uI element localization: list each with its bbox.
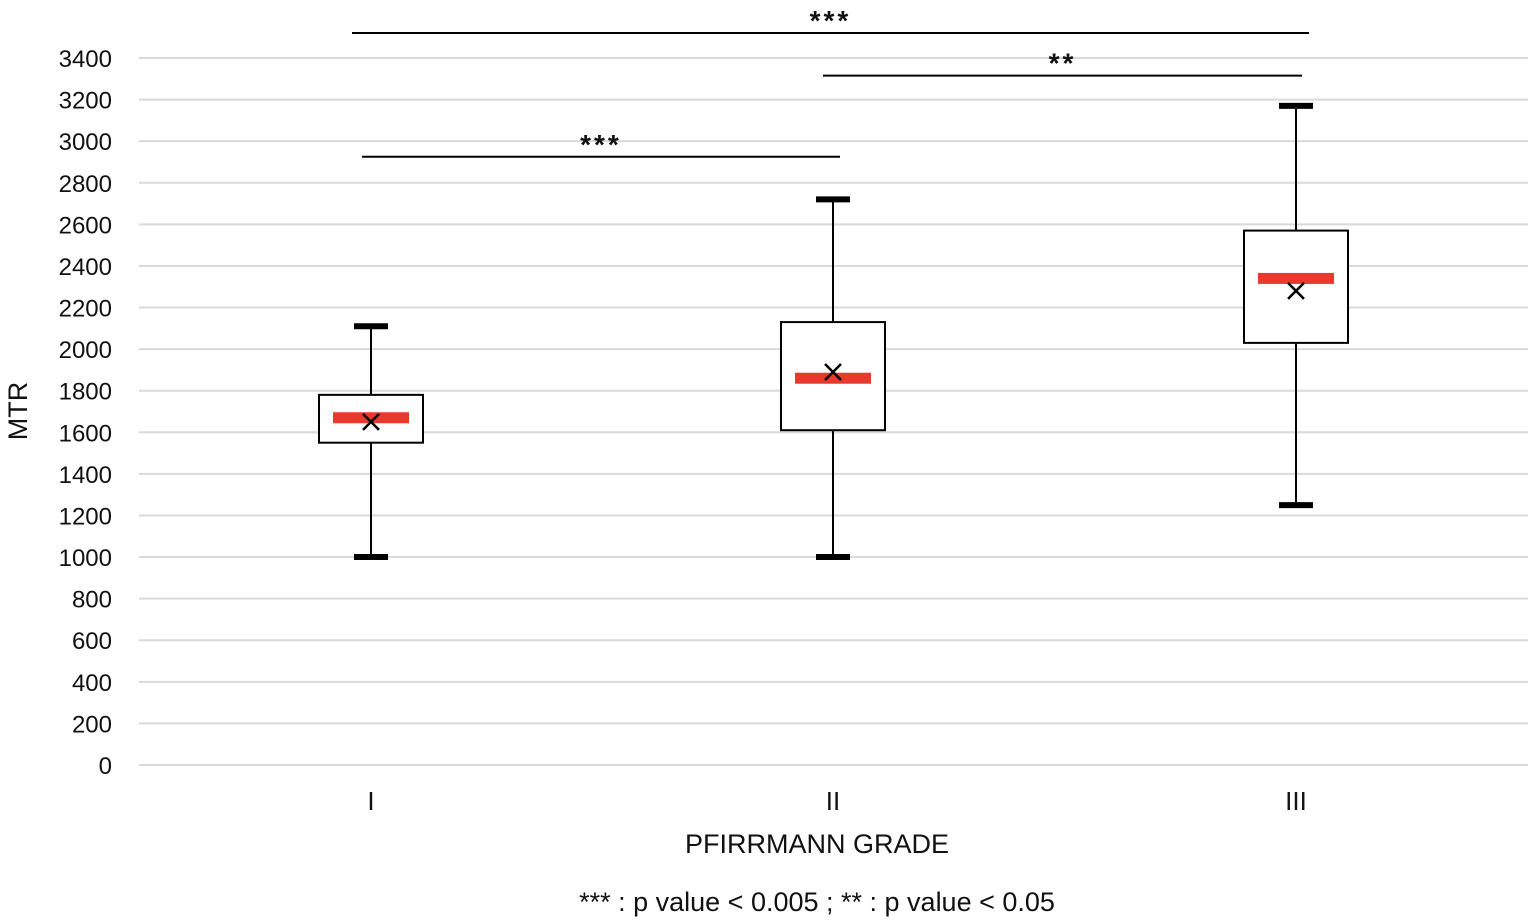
x-axis-title: PFIRRMANN GRADE xyxy=(685,829,949,859)
significance-label: *** xyxy=(810,5,852,36)
mean-marker xyxy=(1287,282,1305,300)
y-tick-label: 1000 xyxy=(59,545,112,572)
significance-label: ** xyxy=(1049,48,1077,79)
significance-label: *** xyxy=(580,129,622,160)
y-tick-label: 2000 xyxy=(59,337,112,364)
y-tick-label: 0 xyxy=(99,753,112,780)
y-tick-label: 600 xyxy=(72,628,112,655)
y-tick-label: 1600 xyxy=(59,420,112,447)
y-tick-label: 800 xyxy=(72,587,112,614)
y-tick-label: 200 xyxy=(72,711,112,738)
boxes xyxy=(318,102,1349,561)
x-category-label: III xyxy=(1285,786,1307,816)
y-tick-label: 3200 xyxy=(59,88,112,115)
x-category-label: I xyxy=(367,786,374,816)
y-tick-label: 3000 xyxy=(59,129,112,156)
y-tick-label: 1200 xyxy=(59,503,112,530)
y-tick-label: 400 xyxy=(72,670,112,697)
y-tick-label: 1400 xyxy=(59,462,112,489)
footnote: *** : p value < 0.005 ; ** : p value < 0… xyxy=(579,887,1055,917)
median-bar xyxy=(333,412,409,424)
x-axis-categories: I II III xyxy=(367,786,1306,816)
box-II xyxy=(780,196,886,561)
x-category-label: II xyxy=(826,786,840,816)
y-tick-label: 1800 xyxy=(59,379,112,406)
y-axis-ticks: 0 200 400 600 800 1000 1200 1400 1600 1800 2000 220… xyxy=(59,46,112,780)
mean-marker xyxy=(824,363,842,381)
y-tick-label: 2400 xyxy=(59,254,112,281)
y-tick-label: 2600 xyxy=(59,212,112,239)
box-III xyxy=(1243,102,1349,509)
mean-marker xyxy=(362,413,380,431)
y-tick-label: 2800 xyxy=(59,171,112,198)
box-iqr xyxy=(1243,229,1349,344)
y-tick-label: 2200 xyxy=(59,296,112,323)
median-bar xyxy=(795,372,871,384)
box-I xyxy=(318,323,424,561)
y-axis-title: MTR xyxy=(3,382,33,440)
y-tick-label: 3400 xyxy=(59,46,112,73)
median-bar xyxy=(1258,272,1334,284)
significance-brackets: ******** xyxy=(352,5,1309,160)
